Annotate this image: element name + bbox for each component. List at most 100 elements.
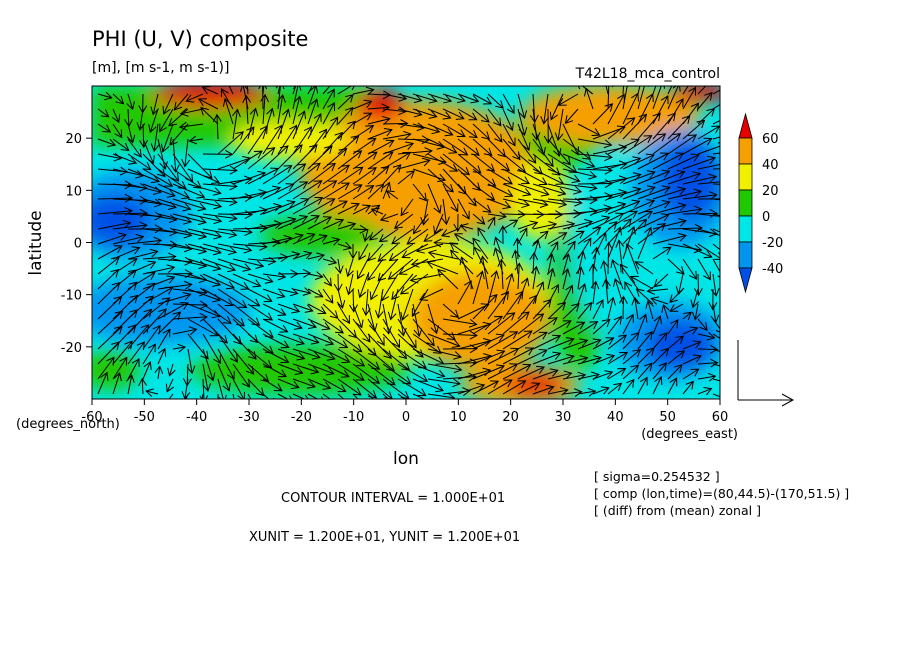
wind-vector [500,259,504,290]
wind-vector [277,86,281,95]
wind-vector-head [445,184,454,193]
wind-vector-head [229,213,238,223]
wind-vector-head [415,349,424,358]
y-tick-label-1: 10 [65,184,82,199]
wind-vector-head [330,116,339,126]
wind-vector [622,296,625,320]
wind-vector-head [302,269,312,278]
wind-vector [357,258,369,279]
wind-vector [592,178,627,185]
wind-vector-head [126,374,135,383]
wind-vector [307,288,323,298]
wind-vector [202,363,209,392]
wind-vector-head [548,317,558,326]
wind-vector-head [375,183,385,193]
wind-vector [172,228,207,238]
wind-vector-head [258,86,268,90]
wind-vector [532,335,561,350]
wind-vector-head [322,216,332,225]
wind-vector-head [317,306,327,315]
wind-vector [667,350,685,365]
wind-vector-head [617,93,625,103]
wind-vector-head [154,224,164,234]
wind-vector-head [482,204,492,213]
wind-vector-head [162,328,171,338]
wind-vector [577,153,612,158]
wind-vector-head [443,94,453,104]
wind-vector [232,273,261,287]
x-tick-label-3: -30 [238,410,259,425]
wind-vector-head [168,214,178,224]
wind-vector [397,363,428,382]
wind-vector [389,243,414,261]
wind-vector [277,253,300,260]
wind-vector-head [342,315,350,325]
wind-vector-head [509,363,519,372]
wind-vector [654,273,669,288]
wind-vector-head [583,301,593,311]
wind-vector-head [545,158,554,168]
wind-vector [337,333,362,353]
wind-vector-head [110,268,120,278]
wind-vector-head [575,266,585,275]
wind-vector-head [259,206,268,216]
wind-vector [202,168,237,171]
wind-vector [400,273,429,295]
wind-vector-head [337,384,347,393]
wind-vector-head [419,292,429,301]
wind-vector [577,339,601,350]
wind-vector [682,341,701,350]
wind-vector [217,318,242,345]
wind-vector-head [657,222,666,232]
wind-vector [460,225,474,230]
wind-vector [337,303,350,324]
wind-vector [472,108,490,123]
wind-vector-head [310,98,319,108]
wind-vector [652,332,668,350]
wind-vector [187,258,221,270]
wind-vector-head [583,237,592,247]
wind-vector [157,213,192,223]
colorbar-top-arrow [738,112,753,139]
wind-vector-head [243,244,253,254]
wind-vector-head [540,188,550,197]
wind-vector [622,86,628,110]
wind-vector-head [677,186,687,195]
wind-vector [277,94,284,125]
wind-vector [307,216,332,230]
wind-vector [352,378,377,399]
wind-vector [142,183,176,197]
wind-vector-head [426,337,435,347]
wind-vector [502,138,521,160]
wind-vector-head [453,351,463,360]
x-tick-label-6: 0 [402,410,410,425]
wind-vector-head [672,133,682,142]
wind-vector [667,364,683,380]
wind-vector [142,213,177,221]
wind-vector-head [251,298,261,307]
wind-vector [292,144,318,170]
wind-vector-head [535,313,545,322]
wind-vector [472,294,498,320]
wind-vector-head [531,132,541,141]
wind-vector [232,258,264,267]
wind-vector-head [392,164,402,173]
wind-vector-head [670,319,679,329]
wind-vector [142,198,177,208]
wind-vector-head [639,376,648,386]
wind-vector-head [529,251,539,261]
wind-vector [292,348,320,359]
wind-vector-head [688,270,697,280]
wind-vector [97,210,132,215]
wind-vector-head [558,199,568,208]
wind-vector-head [601,215,611,224]
wind-vector [577,283,586,305]
wind-vector-head [367,137,377,146]
wind-vector [217,131,244,155]
wind-vector [202,86,219,95]
wind-vector-head [604,165,613,175]
wind-vector-head [521,176,530,185]
wind-vector-head [273,203,282,212]
wind-vector-head [675,335,685,344]
wind-vector [562,303,580,320]
